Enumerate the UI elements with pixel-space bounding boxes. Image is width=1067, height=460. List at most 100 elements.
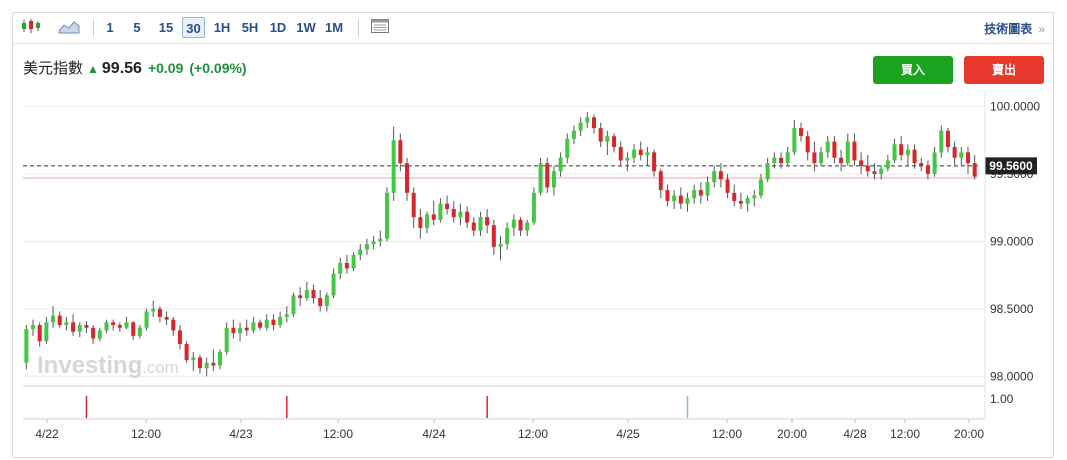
timeframe-1h[interactable]: 1H bbox=[213, 20, 231, 35]
candle-body bbox=[925, 165, 930, 174]
y-tick-label: 98.5000 bbox=[990, 302, 1034, 316]
candle-body bbox=[104, 322, 109, 331]
watermark-brand: Investing bbox=[37, 352, 142, 379]
candle-body bbox=[678, 195, 683, 204]
table-view-icon[interactable] bbox=[369, 17, 391, 38]
candle-body bbox=[652, 152, 657, 172]
candle-body bbox=[164, 316, 169, 320]
candle-body bbox=[391, 140, 396, 193]
candle-body bbox=[485, 217, 490, 226]
candle-body bbox=[952, 146, 957, 158]
candle-body bbox=[57, 315, 62, 326]
candle-body bbox=[378, 238, 383, 242]
toolbar-divider bbox=[93, 19, 94, 37]
timeframe-5[interactable]: 5 bbox=[133, 20, 141, 35]
candle-body bbox=[792, 128, 797, 153]
y-tick-label: 100.0000 bbox=[990, 99, 1040, 113]
candle-body bbox=[832, 141, 837, 158]
candle-body bbox=[752, 195, 757, 199]
candle-body bbox=[645, 152, 650, 156]
candle-body bbox=[44, 322, 49, 342]
candle-body bbox=[451, 209, 456, 218]
candle-body bbox=[384, 192, 389, 239]
buy-button[interactable]: 買入 bbox=[873, 56, 953, 84]
candle-body bbox=[972, 163, 977, 177]
candle-body bbox=[144, 311, 149, 328]
candle-body bbox=[171, 319, 176, 331]
current-price-label: 99.5600 bbox=[989, 159, 1033, 173]
technical-chart-link[interactable]: 技術圖表 » bbox=[984, 20, 1045, 37]
candle-body bbox=[304, 289, 309, 299]
candle-body bbox=[825, 141, 830, 153]
candle-body bbox=[218, 352, 223, 366]
candle-body bbox=[965, 152, 970, 164]
chart-widget: 1 5 15 30 1H 5H 1D 1W 1M 技術圖表» 美元指數 ▲ 99.5… bbox=[12, 12, 1054, 458]
candle-body bbox=[819, 152, 824, 164]
candle-body bbox=[538, 163, 543, 193]
candle-body bbox=[799, 128, 804, 137]
candle-body bbox=[632, 149, 637, 158]
candle-body bbox=[258, 322, 263, 328]
timeframe-30[interactable]: 30 bbox=[182, 17, 205, 38]
candle-body bbox=[511, 219, 516, 228]
candle-body bbox=[605, 136, 610, 142]
candle-body bbox=[77, 325, 82, 332]
chart-grid bbox=[23, 105, 985, 377]
candle-body bbox=[51, 315, 56, 323]
candle-body bbox=[598, 128, 603, 142]
candle-body bbox=[191, 357, 196, 361]
timeframe-1d[interactable]: 1D bbox=[269, 20, 287, 35]
candle-body bbox=[398, 140, 403, 164]
candle-body bbox=[177, 330, 182, 344]
candle-body bbox=[665, 190, 670, 201]
candle-body bbox=[885, 160, 890, 169]
x-tick-label: 4/28 bbox=[843, 427, 867, 441]
candle-body bbox=[124, 322, 129, 328]
candle-body bbox=[585, 117, 590, 123]
candle-body bbox=[24, 329, 29, 363]
timeframe-5h[interactable]: 5H bbox=[241, 20, 259, 35]
double-chevron-right-icon: » bbox=[1038, 22, 1045, 36]
sell-button[interactable]: 賣出 bbox=[964, 56, 1044, 84]
candle-body bbox=[571, 130, 576, 139]
candle-body bbox=[591, 117, 596, 129]
candle-body bbox=[612, 136, 617, 147]
last-price: 99.56 bbox=[101, 60, 142, 77]
area-chart-icon[interactable] bbox=[57, 17, 81, 38]
candle-body bbox=[872, 171, 877, 174]
x-axis-ticks: 4/22 12:00 4/23 12:00 4/24 12:00 4/25 12:00 20:0… bbox=[35, 419, 984, 441]
candle-body bbox=[732, 192, 737, 201]
x-tick-label: 20:00 bbox=[777, 427, 807, 441]
timeframe-1w[interactable]: 1W bbox=[296, 20, 316, 35]
candles bbox=[24, 111, 977, 377]
lower-panel-tick: 1.00 bbox=[990, 392, 1014, 406]
chart-toolbar: 1 5 15 30 1H 5H 1D 1W 1M 技術圖表 » bbox=[13, 13, 1053, 44]
candle-body bbox=[445, 203, 450, 210]
candle-body bbox=[137, 327, 142, 336]
candle-body bbox=[625, 157, 630, 161]
candle-body bbox=[498, 244, 503, 247]
candle-body bbox=[778, 157, 783, 164]
candlestick-chart-icon[interactable] bbox=[19, 17, 43, 38]
candle-body bbox=[471, 222, 476, 231]
candle-body bbox=[919, 163, 924, 166]
candle-body bbox=[211, 362, 216, 366]
candle-body bbox=[91, 327, 96, 339]
candle-body bbox=[785, 152, 790, 164]
candle-body bbox=[939, 130, 944, 153]
candle-body bbox=[184, 343, 189, 361]
x-tick-label: 4/22 bbox=[35, 427, 59, 441]
candle-body bbox=[371, 241, 376, 245]
candle-body bbox=[204, 362, 209, 369]
timeframe-1m[interactable]: 1M bbox=[324, 20, 344, 35]
candle-body bbox=[692, 190, 697, 199]
candle-body bbox=[351, 254, 356, 269]
candle-body bbox=[852, 141, 857, 161]
timeframe-15[interactable]: 15 bbox=[158, 20, 174, 35]
timeframe-1[interactable]: 1 bbox=[106, 20, 114, 35]
candle-body bbox=[271, 319, 276, 326]
candle-body bbox=[131, 322, 136, 336]
current-price-marker bbox=[985, 157, 1037, 175]
candle-body bbox=[859, 160, 864, 166]
